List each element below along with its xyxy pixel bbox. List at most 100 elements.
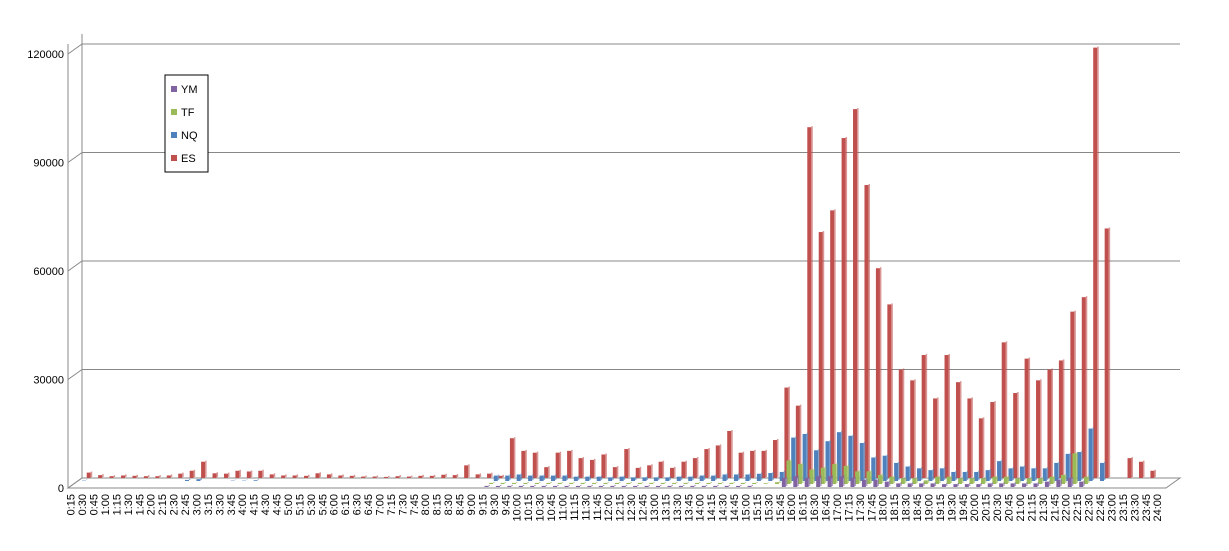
bar-side — [937, 397, 939, 477]
bar-side — [669, 476, 671, 480]
bar — [656, 486, 660, 487]
bar — [608, 477, 612, 481]
bar-side — [756, 482, 758, 483]
bar-side — [749, 473, 751, 480]
x-tick-label: 18:00 — [878, 494, 890, 522]
bar — [700, 476, 704, 481]
bar-side — [262, 470, 264, 477]
legend-label: YM — [181, 84, 198, 96]
bar-side — [400, 475, 402, 477]
bar-side — [717, 485, 719, 486]
bar-side — [532, 475, 534, 480]
bar-side — [1047, 467, 1049, 480]
x-tick-label: 21:30 — [1038, 494, 1050, 522]
bar-side — [761, 473, 763, 480]
bar — [718, 483, 722, 484]
x-tick-label: 10:30 — [535, 494, 547, 522]
x-tick-label: 19:30 — [946, 494, 958, 522]
bar-side — [710, 482, 712, 483]
bar — [384, 477, 388, 478]
bar — [706, 483, 710, 484]
x-tick-label: 21:15 — [1026, 494, 1038, 522]
bar-side — [569, 485, 571, 486]
bar-side — [1060, 479, 1062, 486]
bar — [155, 476, 159, 478]
x-tick-label: 11:30 — [580, 494, 592, 521]
bar — [922, 355, 926, 478]
bar-side — [722, 482, 724, 483]
bar — [315, 473, 319, 478]
bar — [850, 478, 854, 487]
bar — [704, 449, 708, 478]
bar-side — [502, 475, 504, 477]
bar — [1105, 228, 1109, 478]
x-tick-label: 6:30 — [352, 494, 364, 515]
bar — [254, 480, 258, 481]
bar-side — [957, 483, 959, 486]
bar-side — [1097, 47, 1099, 477]
bar — [626, 483, 630, 484]
bar-side — [539, 482, 541, 483]
bar-side — [740, 485, 742, 486]
bar-side — [779, 481, 781, 483]
bar-side — [854, 477, 856, 486]
legend-label: TF — [181, 107, 195, 119]
bar-side — [274, 473, 276, 477]
bar — [585, 477, 589, 481]
bar-side — [846, 137, 848, 477]
bar-side — [880, 267, 882, 477]
x-tick-label: 15:15 — [752, 494, 764, 522]
bar-side — [928, 479, 930, 483]
bar — [304, 476, 308, 478]
x-tick-label: 8:30 — [443, 494, 455, 515]
bar-side — [825, 467, 827, 483]
bar-side — [727, 473, 729, 480]
bar — [679, 486, 683, 487]
x-tick-label: 23:45 — [1141, 494, 1153, 522]
bar-side — [1024, 466, 1025, 480]
bar-side — [818, 449, 820, 480]
bar-side — [608, 482, 610, 483]
bar — [551, 476, 555, 481]
bar — [185, 480, 189, 481]
bar-side — [434, 475, 436, 477]
bar-side — [1093, 428, 1095, 480]
bar — [713, 486, 717, 487]
bar — [505, 476, 509, 481]
bar — [736, 486, 740, 487]
bar — [805, 478, 809, 487]
bar-side — [1063, 359, 1065, 477]
bar-side — [1015, 482, 1017, 486]
x-tick-label: 0:15 — [66, 494, 78, 515]
bar-side — [807, 433, 809, 480]
bar-side — [589, 476, 591, 480]
x-tick-label: 19:00 — [923, 494, 935, 522]
bar-side — [1001, 460, 1003, 480]
bar — [338, 475, 342, 478]
x-tick-label: 10:15 — [523, 494, 535, 522]
bar-side — [498, 475, 500, 480]
bar — [876, 268, 880, 478]
bar-side — [1003, 482, 1005, 486]
bar — [793, 476, 797, 487]
bar-side — [640, 467, 642, 477]
bar-side — [980, 483, 982, 486]
x-tick-label: 5:15 — [294, 494, 306, 515]
bar-side — [731, 430, 733, 477]
bar — [1002, 342, 1006, 478]
x-tick-label: 22:15 — [1072, 494, 1084, 522]
bar — [1011, 483, 1015, 487]
bar — [729, 483, 733, 484]
bar-side — [258, 479, 260, 480]
bar — [496, 486, 500, 487]
bar-side — [635, 476, 637, 480]
bar-side — [624, 476, 626, 480]
bar-side — [985, 478, 987, 483]
bar — [690, 486, 694, 487]
x-tick-label: 13:00 — [649, 494, 661, 522]
bar — [862, 480, 866, 487]
bar-side — [525, 450, 527, 477]
bar-side — [591, 485, 593, 486]
bar — [723, 474, 727, 481]
